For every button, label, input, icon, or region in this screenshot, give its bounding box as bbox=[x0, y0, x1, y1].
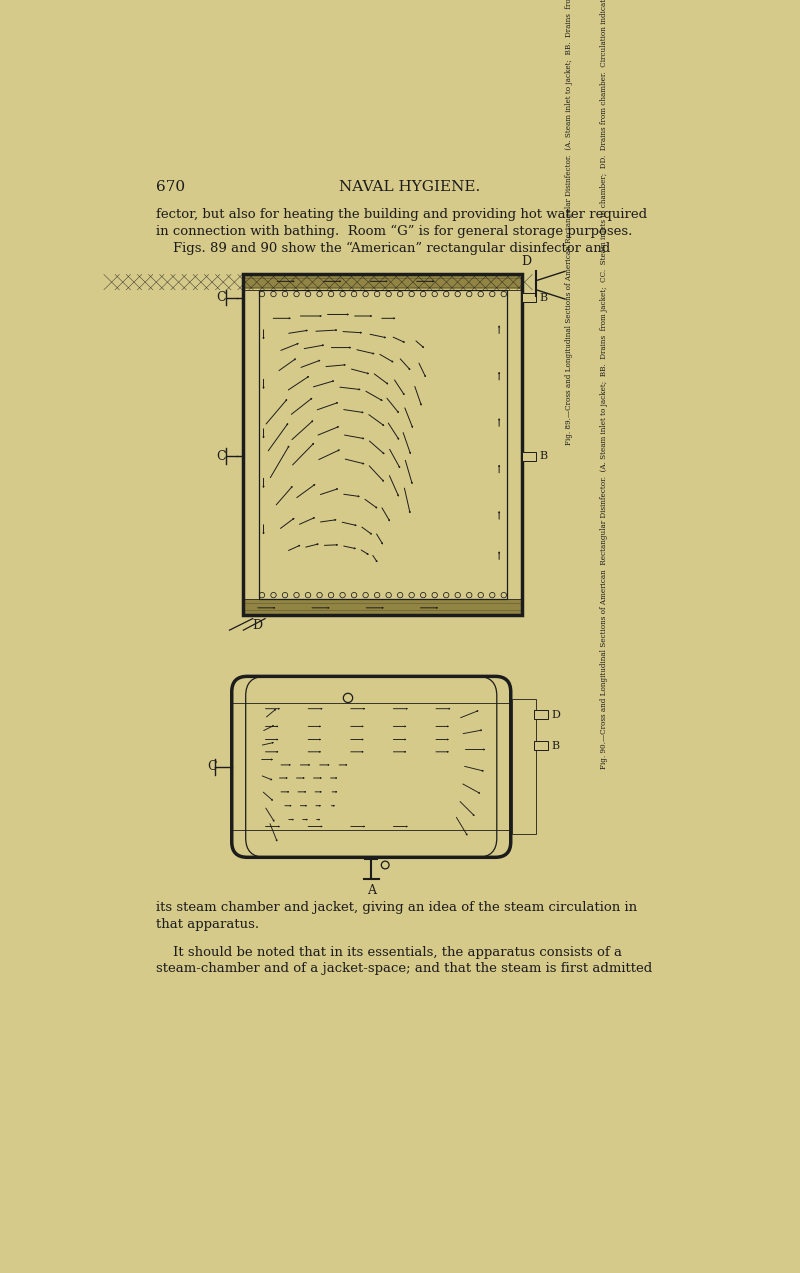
Bar bbox=[507, 290, 522, 600]
Text: that apparatus.: that apparatus. bbox=[156, 918, 259, 931]
Text: 670: 670 bbox=[156, 179, 185, 193]
Bar bbox=[534, 710, 548, 719]
Bar bbox=[244, 600, 522, 614]
Bar bbox=[522, 293, 536, 302]
Text: in connection with bathing.  Room “G” is for general storage purposes.: in connection with bathing. Room “G” is … bbox=[156, 225, 632, 238]
Text: NAVAL HYGIENE.: NAVAL HYGIENE. bbox=[339, 179, 481, 193]
Text: C: C bbox=[207, 760, 217, 773]
Text: Fig. 89.—Cross and Longitudinal Sections of American Rectangular Disinfector.  (: Fig. 89.—Cross and Longitudinal Sections… bbox=[565, 0, 573, 446]
Bar bbox=[512, 699, 535, 834]
Bar bbox=[244, 275, 522, 289]
Text: C: C bbox=[216, 449, 226, 462]
Text: B: B bbox=[539, 451, 547, 461]
Text: B: B bbox=[551, 741, 559, 751]
Bar bbox=[243, 290, 259, 600]
Text: fector, but also for heating the building and providing hot water required: fector, but also for heating the buildin… bbox=[156, 209, 647, 222]
Text: D: D bbox=[521, 255, 531, 269]
Text: A: A bbox=[366, 885, 376, 897]
Text: Figs. 89 and 90 show the “American” rectangular disinfector and: Figs. 89 and 90 show the “American” rect… bbox=[156, 242, 610, 255]
Bar bbox=[259, 290, 507, 600]
Text: D: D bbox=[551, 710, 560, 719]
Bar bbox=[534, 741, 548, 750]
Bar bbox=[232, 703, 510, 830]
Text: its steam chamber and jacket, giving an idea of the steam circulation in: its steam chamber and jacket, giving an … bbox=[156, 901, 637, 914]
Text: B: B bbox=[539, 293, 547, 303]
Text: steam-chamber and of a jacket-space; and that the steam is first admitted: steam-chamber and of a jacket-space; and… bbox=[156, 962, 652, 975]
Text: C: C bbox=[216, 292, 226, 304]
Text: D: D bbox=[253, 619, 262, 631]
Bar bbox=[522, 452, 536, 461]
Bar bbox=[243, 275, 522, 615]
Text: It should be noted that in its essentials, the apparatus consists of a: It should be noted that in its essential… bbox=[156, 946, 622, 959]
Text: Fig. 90.—Cross and Longitudinal Sections of American  Rectangular Disinfector.  : Fig. 90.—Cross and Longitudinal Sections… bbox=[600, 0, 608, 769]
